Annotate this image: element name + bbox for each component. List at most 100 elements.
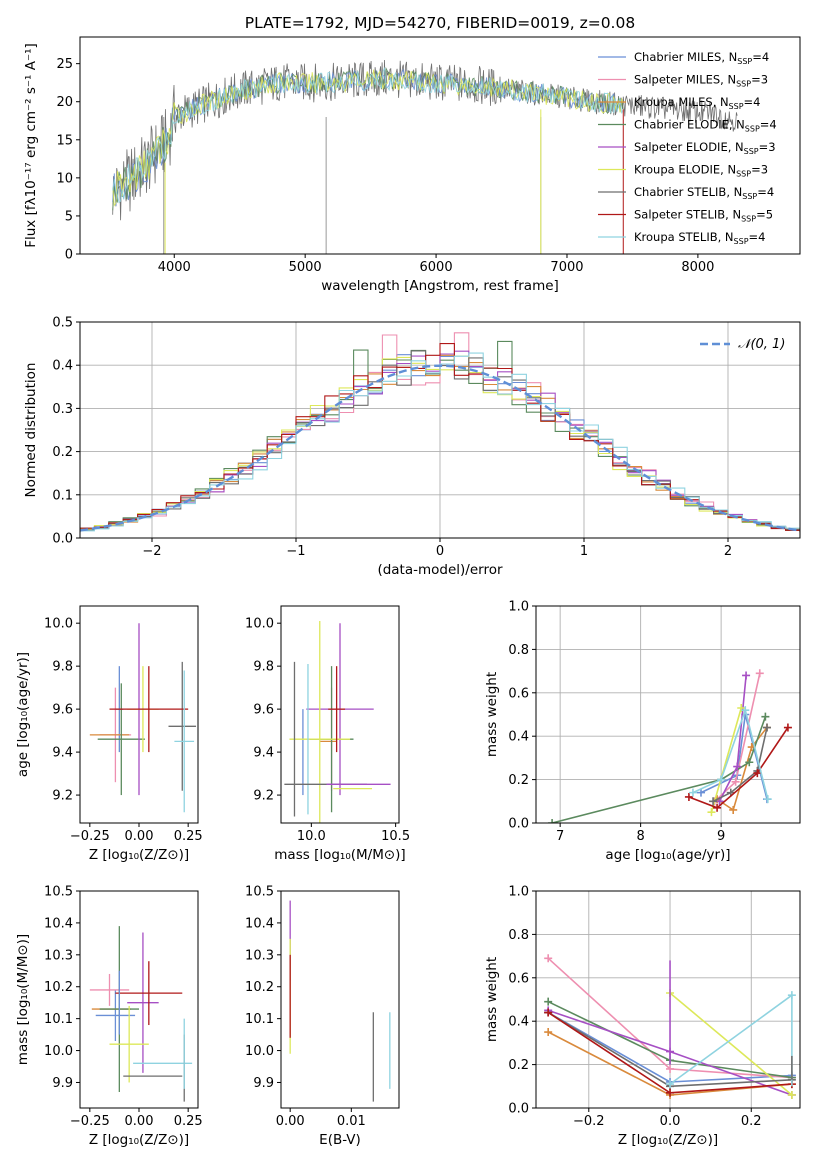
y-tick-label: 9.6 — [253, 703, 274, 718]
series-line — [669, 992, 793, 1096]
y-tick-label: 0.0 — [508, 817, 529, 832]
data-marker — [745, 758, 754, 767]
legend-label: Salpeter ELODIE, NSSP=3 — [634, 140, 776, 156]
x-axis-label: mass [log₁₀(M/M⊙)] — [274, 847, 405, 863]
data-marker — [717, 775, 726, 784]
data-marker — [713, 803, 722, 812]
data-marker — [787, 1090, 796, 1099]
series-line — [716, 727, 768, 812]
data-marker — [763, 795, 772, 804]
mass_vs_Z-marks — [89, 926, 193, 1102]
axes-frame — [280, 890, 400, 1109]
spectrum-marks — [112, 59, 738, 254]
histogram-series — [80, 352, 800, 534]
y-axis-label: Normed distribution — [23, 363, 39, 498]
x-tick-label: 8000 — [681, 260, 714, 275]
legend-label: Salpeter STELIB, NSSP=5 — [634, 208, 773, 224]
y-tick-label: 0.4 — [52, 359, 73, 374]
y-tick-label: 0.0 — [508, 1102, 529, 1117]
data-marker — [763, 723, 771, 732]
y-tick-label: 9.6 — [52, 703, 73, 718]
y-tick-label: 0.2 — [508, 773, 529, 788]
y-tick-label: 0.6 — [508, 971, 529, 986]
y-tick-label: 9.2 — [52, 789, 73, 804]
x-tick-label: 0.2 — [741, 1114, 762, 1129]
observed-spectrum — [112, 59, 738, 221]
y-tick-label: 1.0 — [508, 600, 529, 615]
y-axis-label: age [log₁₀(age/yr)] — [15, 652, 31, 777]
data-marker — [755, 669, 764, 678]
data-marker — [697, 788, 705, 797]
x-tick-label: 0.00 — [125, 1114, 154, 1129]
x-axis-label: Z [log₁₀(Z/Z⊙)] — [89, 1132, 189, 1148]
model-spectrum — [112, 66, 624, 211]
legend-label: Chabrier STELIB, NSSP=4 — [634, 185, 774, 201]
legend-count: =4 — [749, 230, 766, 244]
y-tick-label: 10.0 — [44, 1044, 73, 1059]
x-tick-label: −1 — [286, 544, 305, 559]
x-tick-label: 10.0 — [297, 829, 326, 844]
legend-subscript: SSP — [737, 57, 752, 66]
residuals-marks — [80, 332, 800, 534]
y-tick-label: 10.5 — [44, 885, 73, 900]
x-axis-label: E(B-V) — [319, 1132, 361, 1148]
axes-frame — [79, 36, 801, 255]
y-tick-label: 10.0 — [245, 617, 274, 632]
data-marker — [729, 805, 738, 814]
y-tick-label: 0.0 — [52, 532, 73, 547]
y-tick-label: 0.2 — [508, 1058, 529, 1073]
weight_vs_age-marks — [548, 669, 792, 823]
data-marker — [753, 769, 762, 778]
y-tick-label: 10.2 — [245, 980, 274, 995]
legend-count: =4 — [744, 95, 761, 109]
y-tick-label: 0.8 — [508, 643, 529, 658]
data-marker — [733, 762, 742, 771]
y-tick-label: 9.4 — [253, 746, 274, 761]
y-tick-label: 9.9 — [52, 1076, 73, 1091]
age_vs_mass-panel: 10.0 10.5 9.2 9.4 9.6 9.8 10.0 mass [log₁₀(M/M⊙… — [245, 605, 410, 863]
legend-label: Kroupa ELODIE, NSSP=3 — [634, 163, 768, 179]
y-tick-label: 10.1 — [44, 1012, 73, 1027]
y-tick-label: 0.5 — [52, 316, 73, 331]
x-tick-label: 0.01 — [337, 1114, 366, 1129]
y-tick-label: 0.1 — [52, 488, 73, 503]
data-marker — [544, 997, 553, 1006]
y-tick-label: 9.9 — [253, 1076, 274, 1091]
legend-count: =3 — [751, 163, 768, 177]
legend-label: Chabrier MILES, NSSP=4 — [634, 50, 769, 66]
x-tick-label: 1 — [580, 544, 588, 559]
age_vs_Z-panel: −0.25 0.00 0.25 9.2 9.4 9.6 9.8 10.0 Z [log₁₀(Z/… — [15, 605, 203, 863]
y-tick-label: 10.1 — [245, 1012, 274, 1027]
data-marker — [544, 1028, 553, 1037]
y-tick-label: 9.4 — [52, 746, 73, 761]
y-tick-label: 9.2 — [253, 789, 274, 804]
legend-count: =4 — [752, 50, 769, 64]
y-tick-label: 5 — [65, 209, 73, 224]
y-tick-label: 0.8 — [508, 928, 529, 943]
y-tick-label: 9.8 — [253, 660, 274, 675]
x-tick-label: −0.25 — [70, 829, 110, 844]
x-tick-label: 10.5 — [381, 829, 410, 844]
data-marker — [742, 671, 751, 680]
series-line — [710, 707, 742, 813]
data-marker — [684, 792, 693, 801]
x-tick-label: 7000 — [550, 260, 583, 275]
y-tick-label: 10.3 — [245, 948, 274, 963]
y-tick-label: 10.5 — [245, 885, 274, 900]
y-tick-label: 0.6 — [508, 686, 529, 701]
legend-label: Kroupa MILES, NSSP=4 — [634, 95, 760, 111]
age_vs_mass-marks — [284, 621, 391, 823]
y-tick-label: 0.4 — [508, 1015, 529, 1030]
x-tick-label: 4000 — [158, 260, 191, 275]
legend-label: Kroupa STELIB, NSSP=4 — [634, 230, 765, 246]
data-marker — [666, 1088, 675, 1097]
x-axis-label: wavelength [Angstrom, rest frame] — [321, 278, 559, 294]
legend-subscript: SSP — [744, 147, 759, 156]
age_vs_Z-marks — [89, 623, 197, 813]
legend-count: =5 — [756, 208, 773, 222]
data-marker — [731, 777, 740, 786]
y-tick-label: 20 — [56, 95, 73, 110]
legend: Chabrier MILES, NSSP=4 Salpeter MILES, NS… — [598, 50, 777, 246]
x-tick-label: −0.25 — [70, 1114, 110, 1129]
